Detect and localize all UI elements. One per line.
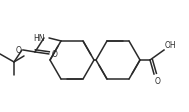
Text: O: O	[52, 50, 58, 59]
Text: OH: OH	[165, 41, 177, 50]
Text: O: O	[15, 46, 21, 55]
Text: O: O	[155, 76, 161, 85]
Text: HN: HN	[33, 34, 45, 43]
